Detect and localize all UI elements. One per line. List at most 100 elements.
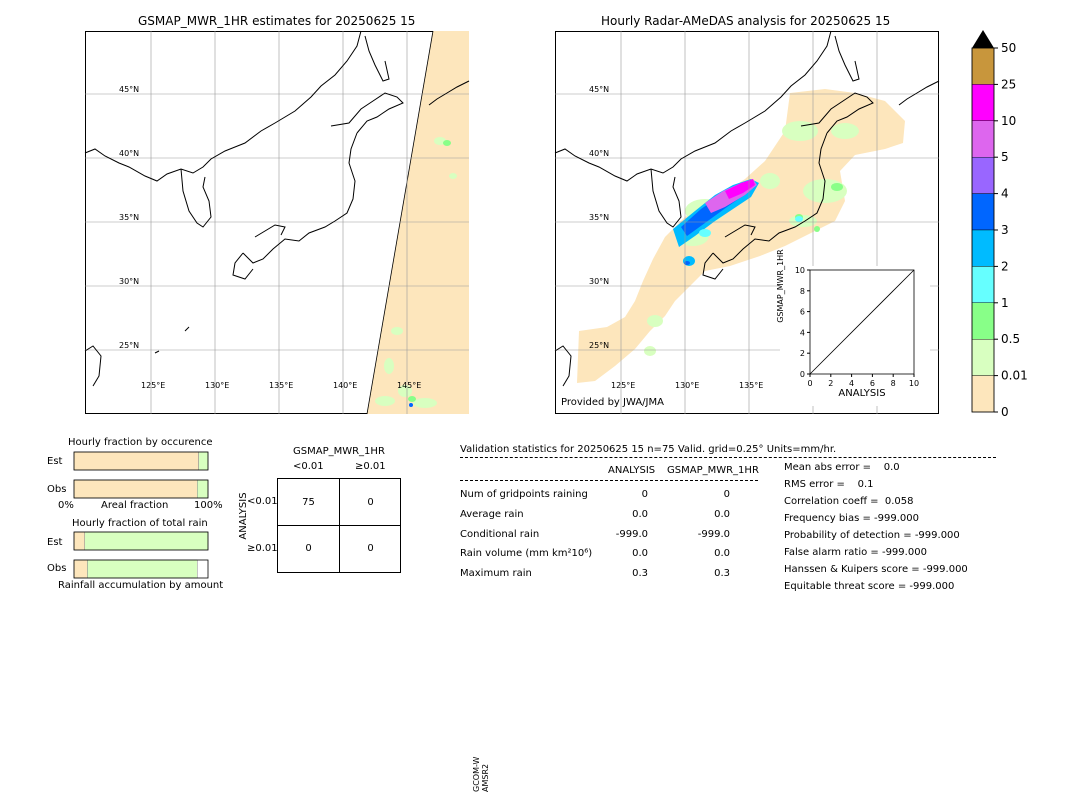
validation-header: Validation statistics for 20250625 15 n=… <box>460 444 837 455</box>
right-map-title: Hourly Radar-AMeDAS analysis for 2025062… <box>601 14 891 28</box>
occurrence-est-label: Est <box>47 456 63 467</box>
fraction-bar-segment <box>73 479 198 499</box>
scatter-diagonal <box>809 269 915 375</box>
left-lat-45: 45°N <box>119 85 140 94</box>
colorbar-segment <box>971 193 995 231</box>
left-lon-135: 135°E <box>269 381 294 390</box>
contingency-title: GSMAP_MWR_1HR <box>293 446 385 457</box>
colorbar-tick-label: 4 <box>1001 187 1009 201</box>
left-map-title: GSMAP_MWR_1HR estimates for 20250625 15 <box>138 14 416 28</box>
fraction-bar-frame <box>73 451 209 471</box>
left-gridlines <box>85 31 469 414</box>
fraction-bar-segment <box>84 531 209 551</box>
scatter-x-tick-label: 0 <box>807 379 812 388</box>
colorbar-tick-label: 0.01 <box>1001 369 1028 383</box>
colorbar-segment <box>971 84 995 122</box>
left-satellite-label: GCOM-W AMSR2 <box>452 342 490 792</box>
sensor-name: AMSR2 <box>481 763 490 792</box>
colorbar-tick-label: 3 <box>1001 223 1009 237</box>
contingency-row-ge: ≥0.01 <box>247 543 278 554</box>
row-gsmap-value: 0.3 <box>714 568 730 579</box>
left-map <box>84 30 470 415</box>
score-correlation: Correlation coeff = 0.058 <box>784 496 914 507</box>
fraction-bar-frame <box>73 531 209 551</box>
colorbar-tick-label: 25 <box>1001 77 1016 91</box>
row-gsmap-value: -999.0 <box>697 529 730 540</box>
inset-scatter-plot: 0 2 4 6 8 10 0 2 4 6 8 10 <box>795 266 919 388</box>
right-map <box>554 30 940 414</box>
left-lat-30: 30°N <box>119 277 140 286</box>
contingency-row-label: ANALYSIS <box>238 492 249 540</box>
row-analysis-value: 0 <box>641 489 648 500</box>
right-lat-35: 35°N <box>589 213 610 222</box>
row-label: Num of gridpoints raining <box>460 489 588 500</box>
scatter-x-tick-label: 8 <box>891 379 896 388</box>
score-mae: Mean abs error = 0.0 <box>784 462 900 473</box>
row-label: Maximum rain <box>460 568 532 579</box>
contingency-col-lt: <0.01 <box>293 461 324 472</box>
left-swath <box>367 31 469 414</box>
right-lon-125: 125°E <box>611 381 636 390</box>
scatter-y-tick-label: 6 <box>800 308 805 317</box>
colorbar-tick-label: 1 <box>1001 296 1009 310</box>
score-frequency-bias: Frequency bias = -999.000 <box>784 513 919 524</box>
colorbar-segment <box>971 266 995 303</box>
occurrence-x-left: 0% <box>58 500 74 511</box>
right-lon-135: 135°E <box>739 381 764 390</box>
scatter-y-tick-label: 8 <box>800 287 805 296</box>
colorbar: 50 25 10 5 4 3 2 1 0.5 0.01 0 <box>971 30 1028 419</box>
right-coastlines <box>554 30 940 387</box>
cell-21: 0 <box>305 543 312 554</box>
left-lat-25: 25°N <box>119 341 140 350</box>
right-lat-25: 25°N <box>589 341 610 350</box>
fraction-bar-frame <box>73 479 209 499</box>
scatter-ylabel: GSMAP_MWR_1HR <box>776 249 785 323</box>
colorbar-tick-label: 50 <box>1001 41 1016 55</box>
occurrence-title: Hourly fraction by occurence <box>68 437 213 448</box>
right-lat-45: 45°N <box>589 85 610 94</box>
fraction-bar-segment <box>198 451 209 471</box>
colorbar-tick-label: 5 <box>1001 150 1009 164</box>
fraction-bar-segment <box>73 451 199 471</box>
left-lon-140: 140°E <box>333 381 358 390</box>
colorbar-segment <box>971 120 995 158</box>
scatter-x-tick-label: 2 <box>828 379 833 388</box>
occurrence-obs-label: Obs <box>47 484 67 495</box>
occurrence-xlabel: Areal fraction <box>101 500 169 511</box>
satellite-name: GCOM-W <box>472 756 481 792</box>
left-lat-40: 40°N <box>119 149 140 158</box>
contingency-hline <box>278 525 400 526</box>
row-analysis-value: 0.0 <box>632 548 648 559</box>
scatter-x-tick-label: 10 <box>909 379 919 388</box>
colorbar-over-arrow <box>972 30 994 48</box>
score-far: False alarm ratio = -999.000 <box>784 547 927 558</box>
row-gsmap-value: 0.0 <box>714 548 730 559</box>
row-analysis-value: 0.3 <box>632 568 648 579</box>
row-label: Conditional rain <box>460 529 540 540</box>
total-rain-bars <box>73 531 209 579</box>
table-divider <box>460 480 758 481</box>
left-lon-145: 145°E <box>397 381 422 390</box>
score-pod: Probability of detection = -999.000 <box>784 530 960 541</box>
fraction-bar-segment <box>73 559 88 579</box>
left-lon-130: 130°E <box>205 381 230 390</box>
scatter-y-tick-label: 0 <box>800 370 805 379</box>
score-ets: Equitable threat score = -999.000 <box>784 581 955 592</box>
left-coastlines <box>84 30 470 387</box>
left-lon-125: 125°E <box>141 381 166 390</box>
col-analysis-header: ANALYSIS <box>608 465 656 476</box>
data-credit: Provided by JWA/JMA <box>561 397 664 408</box>
colorbar-segment <box>971 156 995 194</box>
fraction-bar-frame <box>73 559 209 579</box>
row-label: Rain volume (mm km²10⁶) <box>460 548 593 559</box>
contingency-col-ge: ≥0.01 <box>355 461 386 472</box>
contingency-table: 75 0 0 0 <box>277 478 401 573</box>
total-rain-est-label: Est <box>47 537 63 548</box>
scatter-xlabel: ANALYSIS <box>838 388 886 399</box>
validation-divider <box>460 457 996 458</box>
scatter-y-tick-label: 4 <box>800 328 805 337</box>
total-rain-obs-label: Obs <box>47 563 67 574</box>
fraction-bar-segment <box>197 479 209 499</box>
col-gsmap-header: GSMAP_MWR_1HR <box>667 465 759 476</box>
heavy-rain-band <box>673 179 803 266</box>
